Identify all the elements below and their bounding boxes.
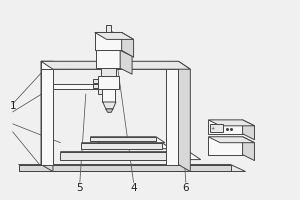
Polygon shape: [90, 137, 165, 143]
Polygon shape: [60, 152, 189, 160]
Polygon shape: [106, 109, 113, 112]
Text: 4: 4: [130, 183, 137, 193]
Bar: [41, 61, 178, 69]
Polygon shape: [120, 50, 132, 74]
Bar: [102, 89, 115, 102]
Bar: [106, 25, 111, 32]
Text: +: +: [211, 126, 215, 131]
Polygon shape: [178, 61, 190, 171]
Text: 1: 1: [9, 101, 16, 111]
Polygon shape: [41, 61, 65, 69]
Polygon shape: [81, 143, 171, 149]
Polygon shape: [90, 137, 156, 141]
Bar: [208, 120, 243, 134]
Polygon shape: [208, 120, 254, 126]
Text: 6: 6: [182, 183, 189, 193]
Polygon shape: [19, 165, 246, 171]
Bar: [93, 79, 98, 83]
Bar: [98, 76, 118, 89]
Bar: [101, 68, 116, 76]
Polygon shape: [41, 61, 190, 69]
Bar: [210, 124, 223, 132]
Bar: [95, 32, 122, 50]
Bar: [98, 84, 104, 94]
Bar: [208, 137, 243, 155]
Polygon shape: [19, 165, 231, 171]
Polygon shape: [60, 152, 201, 160]
Text: 5: 5: [76, 183, 83, 193]
Bar: [96, 50, 120, 68]
Bar: [167, 61, 178, 165]
Polygon shape: [243, 120, 254, 140]
Polygon shape: [243, 137, 254, 161]
Bar: [41, 61, 53, 165]
Polygon shape: [41, 61, 53, 171]
Polygon shape: [81, 143, 162, 149]
Polygon shape: [95, 32, 134, 39]
Bar: [53, 84, 104, 89]
Polygon shape: [122, 32, 134, 57]
Bar: [93, 84, 98, 88]
Polygon shape: [208, 137, 254, 143]
Polygon shape: [103, 102, 116, 109]
